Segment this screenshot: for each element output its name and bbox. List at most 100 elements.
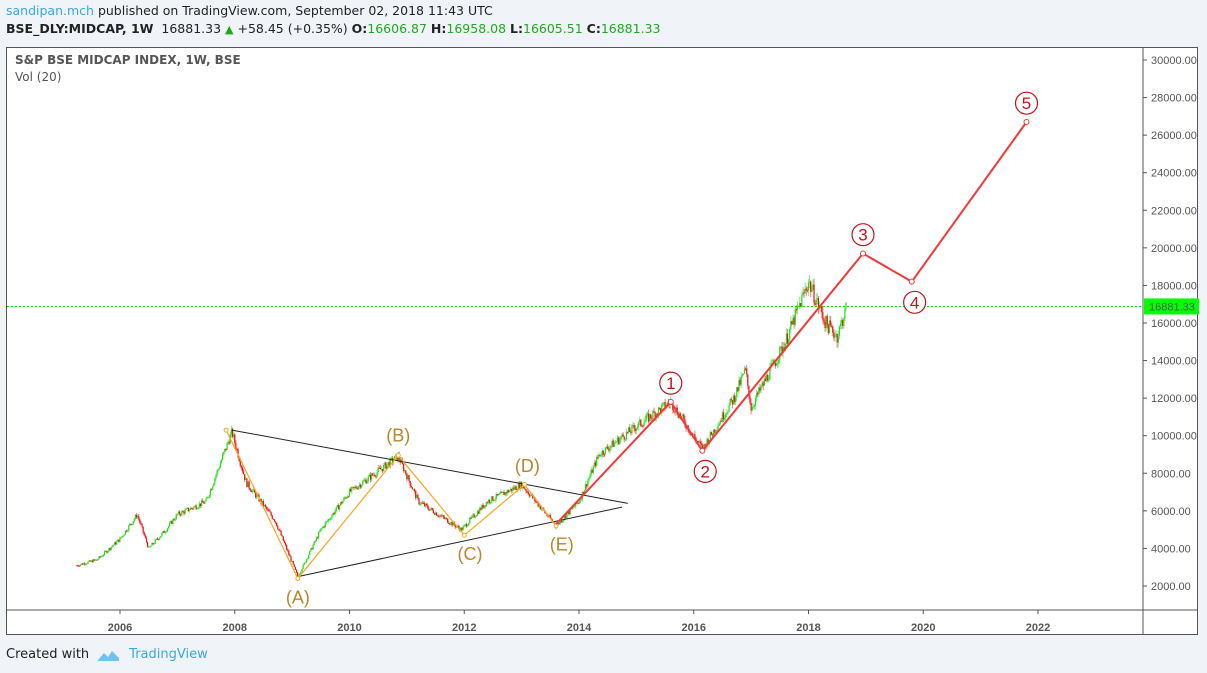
candle [530,494,533,496]
candle [730,398,732,401]
candle [434,512,437,515]
candle [250,490,252,493]
candle [479,508,481,514]
candle [81,563,84,565]
candle [644,419,646,423]
high-value: 16958.08 [446,21,507,36]
candle [333,513,335,515]
candle [273,519,276,522]
candle [148,546,150,548]
candle [508,490,511,493]
candle [281,535,283,537]
last-price: 16881.33 [161,21,222,36]
candle [646,413,649,415]
candle [528,494,530,497]
candle [196,508,198,510]
candle [294,566,297,570]
candle [95,559,97,561]
candle [88,560,90,562]
candle [300,571,302,574]
candle [785,333,788,344]
candle [683,414,685,420]
candle [643,422,645,426]
candle [355,486,357,489]
candle [128,525,130,531]
candle [502,491,504,493]
candle [726,413,728,415]
candle [692,433,694,435]
candle [640,419,642,426]
candle [741,374,743,377]
candle [365,479,367,484]
candle [566,513,568,519]
candle [733,395,736,403]
candle [161,532,163,536]
candle [323,526,325,528]
candle [505,492,507,494]
candle [354,486,356,488]
candle [140,522,142,525]
candle [402,463,405,472]
candle [113,542,116,546]
candle [338,505,341,510]
candle [592,466,594,473]
candle [652,411,654,419]
y-tick-label: 26000.00 [1151,130,1197,142]
candle [126,530,128,532]
candle [511,488,513,492]
chart-frame[interactable] [6,47,1198,635]
candle [602,450,604,455]
candle [615,441,618,443]
candle [327,519,330,521]
candle [737,387,739,391]
candle [108,548,110,552]
candle [131,523,133,525]
candle [779,346,781,360]
candle [500,491,502,494]
candle [824,321,826,328]
wave-number-circle [659,371,683,395]
candle [427,505,429,509]
candle [811,289,813,292]
candle [706,439,708,448]
low-label: L: [510,21,523,36]
candle [758,387,760,395]
author-link[interactable]: sandipan.mch [6,3,94,18]
candle [132,521,134,524]
candle [751,406,753,411]
candle [656,413,658,416]
candle [625,431,628,440]
publish-info: sandipan.mch published on TradingView.co… [6,3,493,18]
candle [353,486,355,488]
candle [172,519,174,524]
candle [598,454,600,458]
candle [443,516,445,519]
candle [724,417,726,420]
candle [807,282,810,291]
candle [639,419,641,422]
candle [109,548,111,550]
candle [806,290,808,292]
candle [329,519,331,521]
candle [621,434,623,438]
candle [580,499,582,501]
candle [266,506,268,510]
series-title: S&P BSE MIDCAP INDEX, 1W, BSE [15,53,241,67]
candle [697,440,699,443]
candle [821,306,823,313]
tradingview-link[interactable]: TradingView [129,647,208,662]
candle [244,474,246,480]
wave-label: (C) [457,544,482,564]
candle [141,524,143,527]
candle [739,379,741,385]
abcde-wave-line [225,429,557,580]
candle [588,478,590,481]
candle [564,515,566,520]
candle [802,292,804,295]
candle [195,505,197,509]
candle [438,515,440,517]
candle [801,294,803,308]
candle [120,537,122,539]
candle [198,503,201,508]
